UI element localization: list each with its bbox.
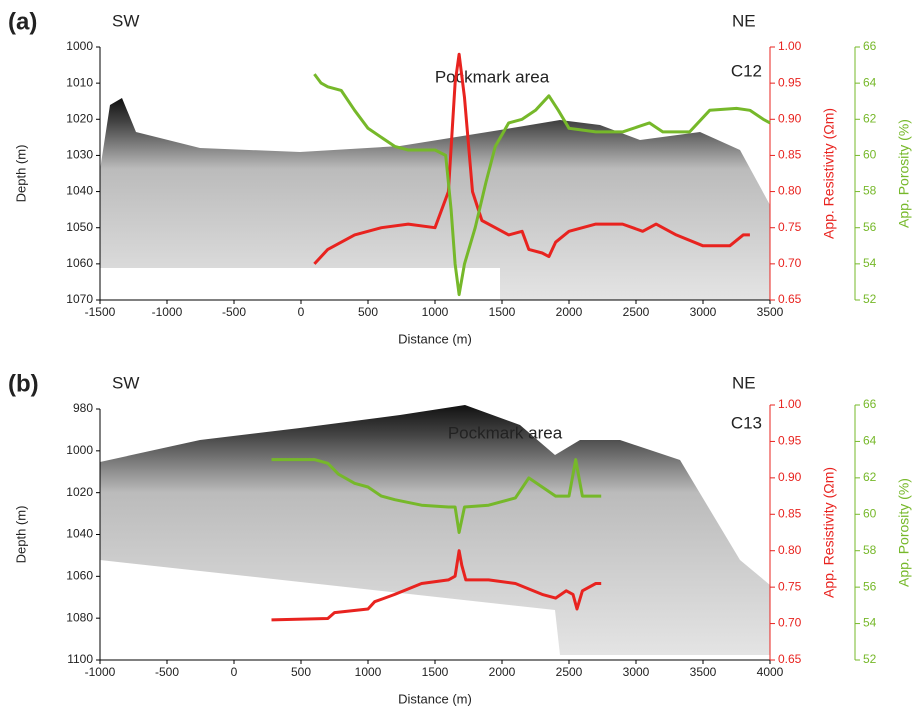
x-tick-label: -500 <box>155 665 179 679</box>
y-tick-label: 1020 <box>66 485 93 499</box>
x-tick-label: 4000 <box>757 665 784 679</box>
x-tick-label: 3500 <box>757 305 784 319</box>
y2-axis-label: App. Resistivity (Ωm) <box>821 467 837 598</box>
y-tick-label: 1000 <box>66 39 93 53</box>
y-tick-label: 980 <box>73 401 93 415</box>
y2-tick-label: 0.80 <box>778 184 802 198</box>
y3-tick-label: 58 <box>863 543 877 557</box>
y3-tick-label: 64 <box>863 434 877 448</box>
panel-label: (a) <box>8 8 37 35</box>
y-axis-label: Depth (m) <box>13 506 28 564</box>
y3-tick-label: 58 <box>863 184 877 198</box>
y2-tick-label: 0.65 <box>778 292 802 306</box>
x-tick-label: -1500 <box>85 305 116 319</box>
series-line <box>271 549 602 622</box>
y-tick-label: 1020 <box>66 111 93 125</box>
y2-tick-label: 0.75 <box>778 579 802 593</box>
y3-tick-label: 66 <box>863 39 877 53</box>
series-line <box>271 458 602 534</box>
panel-label: (b) <box>8 370 39 397</box>
y-tick-label: 1010 <box>66 75 93 89</box>
y2-tick-label: 0.80 <box>778 543 802 557</box>
x-tick-label: 2500 <box>556 665 583 679</box>
x-tick-label: 2000 <box>489 665 516 679</box>
y2-tick-label: 1.00 <box>778 39 802 53</box>
y3-tick-label: 62 <box>863 111 877 125</box>
y2-tick-label: 0.85 <box>778 148 802 162</box>
x-axis-label: Distance (m) <box>398 331 472 346</box>
profile-label: C13 <box>731 413 762 432</box>
y-axis-label: Depth (m) <box>13 145 28 203</box>
y-tick-label: 1080 <box>66 610 93 624</box>
x-tick-label: 0 <box>298 305 305 319</box>
x-tick-label: 1500 <box>422 665 449 679</box>
y2-tick-label: 0.70 <box>778 616 802 630</box>
y-tick-label: 1000 <box>66 443 93 457</box>
profile-label: C12 <box>731 61 762 80</box>
x-tick-label: 3000 <box>623 665 650 679</box>
x-tick-label: 3500 <box>690 665 717 679</box>
seismic-image <box>100 98 770 300</box>
x-tick-label: 1000 <box>355 665 382 679</box>
x-tick-label: 1500 <box>489 305 516 319</box>
y3-tick-label: 66 <box>863 397 877 411</box>
x-tick-label: 3000 <box>690 305 717 319</box>
series-line <box>313 52 750 265</box>
annotation: Pockmark area <box>435 67 550 86</box>
y3-tick-label: 60 <box>863 148 877 162</box>
x-tick-label: 500 <box>291 665 311 679</box>
y3-axis-label: App. Porosity (%) <box>896 119 912 228</box>
y-tick-label: 1060 <box>66 569 93 583</box>
y2-tick-label: 0.95 <box>778 75 802 89</box>
direction-label: SW <box>112 373 139 392</box>
x-tick-label: -1000 <box>152 305 183 319</box>
y-tick-label: 1100 <box>67 652 93 666</box>
y-tick-label: 1040 <box>66 527 93 541</box>
y3-tick-label: 54 <box>863 616 877 630</box>
y-tick-label: 1040 <box>66 184 93 198</box>
y2-tick-label: 0.90 <box>778 470 802 484</box>
x-tick-label: -500 <box>222 305 246 319</box>
y2-tick-label: 1.00 <box>778 397 802 411</box>
y2-tick-label: 0.95 <box>778 434 802 448</box>
y-tick-label: 1030 <box>66 148 93 162</box>
direction-label: NE <box>732 11 756 30</box>
y3-tick-label: 60 <box>863 506 877 520</box>
x-tick-label: 0 <box>231 665 238 679</box>
y2-tick-label: 0.70 <box>778 256 802 270</box>
y3-tick-label: 56 <box>863 220 877 234</box>
annotation: Pockmark area <box>448 423 563 442</box>
x-tick-label: 1000 <box>422 305 449 319</box>
seismic-image <box>100 405 770 655</box>
x-tick-label: 500 <box>358 305 378 319</box>
y3-tick-label: 56 <box>863 579 877 593</box>
y-tick-label: 1060 <box>66 256 93 270</box>
y2-axis-label: App. Resistivity (Ωm) <box>821 108 837 239</box>
y3-axis-label: App. Porosity (%) <box>896 478 912 587</box>
y3-tick-label: 54 <box>863 256 877 270</box>
y2-tick-label: 0.65 <box>778 652 802 666</box>
direction-label: SW <box>112 11 139 30</box>
direction-label: NE <box>732 373 756 392</box>
series-line <box>313 73 771 297</box>
y3-tick-label: 52 <box>863 292 877 306</box>
y-tick-label: 1070 <box>66 292 93 306</box>
y3-tick-label: 64 <box>863 75 877 89</box>
x-tick-label: 2000 <box>556 305 583 319</box>
x-tick-label: 2500 <box>623 305 650 319</box>
y3-tick-label: 52 <box>863 652 877 666</box>
x-tick-label: -1000 <box>85 665 116 679</box>
y2-tick-label: 0.90 <box>778 111 802 125</box>
y2-tick-label: 0.85 <box>778 506 802 520</box>
x-axis-label: Distance (m) <box>398 691 472 706</box>
y-tick-label: 1050 <box>66 220 93 234</box>
y2-tick-label: 0.75 <box>778 220 802 234</box>
y3-tick-label: 62 <box>863 470 877 484</box>
